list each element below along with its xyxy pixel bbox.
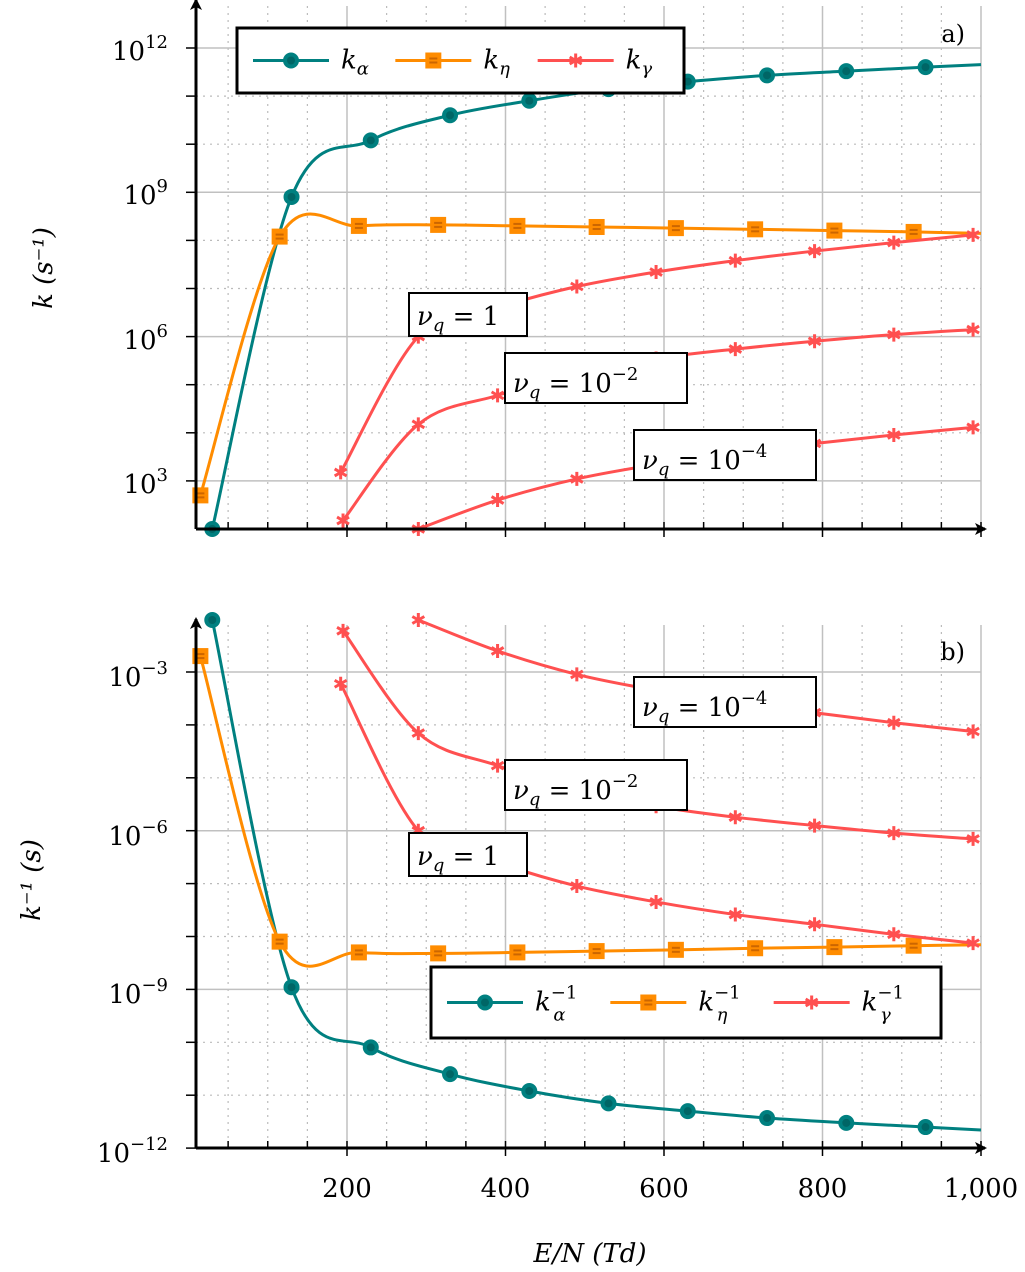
x-tick-label: 400 <box>481 1174 531 1204</box>
data-marker <box>759 67 776 84</box>
data-marker <box>521 1083 538 1100</box>
panel-a-ylabel: k (s⁻¹) <box>29 227 59 309</box>
annotation-nu-q-1e-2-box <box>504 759 688 811</box>
data-marker <box>667 220 684 237</box>
annotation-nu-q-1e-4-box <box>633 676 817 728</box>
annotation-nu-q-1: νq = 1 <box>417 842 499 876</box>
x-tick-label: 800 <box>798 1174 848 1204</box>
data-marker <box>747 940 764 957</box>
data-marker <box>350 217 367 234</box>
data-marker <box>509 217 526 234</box>
y-tick-label: 10−6 <box>108 817 168 852</box>
data-marker <box>838 63 855 80</box>
data-marker <box>667 941 684 958</box>
data-marker <box>747 221 764 238</box>
legend-label-k_gamma: k−1 γ <box>862 983 904 1026</box>
data-marker <box>442 1066 459 1083</box>
data-marker <box>838 1114 855 1131</box>
x-axis-label: E/N (Td) <box>532 1239 646 1269</box>
data-marker <box>521 92 538 109</box>
data-marker <box>283 188 300 205</box>
data-marker <box>600 1095 617 1112</box>
y-tick-label: 106 <box>123 321 168 356</box>
y-tick-label: 1012 <box>112 32 168 67</box>
panel-b-ylabel: k⁻¹ (s) <box>17 839 47 921</box>
legend-marker-k_alpha <box>477 994 493 1011</box>
x-tick-label: 600 <box>639 1174 689 1204</box>
data-marker <box>588 943 605 960</box>
legend-marker-k_eta <box>425 52 442 69</box>
annotation-nu-q-1e-2: νq = 10−2 <box>513 771 638 810</box>
y-tick-label: 10−9 <box>108 975 168 1010</box>
data-marker <box>905 937 922 954</box>
annotation-nu-q-1: νq = 1 <box>417 302 499 336</box>
data-marker <box>917 1119 934 1136</box>
data-marker <box>442 107 459 124</box>
data-marker <box>271 933 288 950</box>
legend-label-k_alpha: k−1 α <box>535 983 577 1026</box>
data-marker <box>362 1039 379 1056</box>
data-marker <box>509 944 526 961</box>
legend-label-k_alpha: kα <box>341 46 369 80</box>
panel-a-plot: 103 106 109 1012 νq = 1 νq = 10−2νq = 10−4 kα k… <box>112 0 987 538</box>
legend-marker-k_alpha <box>283 52 299 69</box>
data-marker <box>826 939 843 956</box>
annotation-nu-q-1e-4-box <box>633 429 817 481</box>
annotation-nu-q-1e-4: νq = 10−4 <box>642 441 767 480</box>
data-marker <box>905 223 922 240</box>
legend-label-k_eta: k−1 η <box>698 983 740 1026</box>
y-tick-label: 103 <box>123 465 168 500</box>
data-marker <box>430 216 447 233</box>
annotation-nu-q-1e-4: νq = 10−4 <box>642 688 767 727</box>
legend-label-k_eta: kη <box>483 46 510 80</box>
y-tick-label: 109 <box>123 176 168 211</box>
y-tick-label: 10−12 <box>97 1134 168 1169</box>
series-line-k-alpha <box>210 63 982 530</box>
data-marker <box>759 1110 776 1127</box>
panel-a-tag: a) <box>941 20 965 48</box>
panel-b-plot: 10−12 10−9 10−6 10−3 200 400 600 800 1,000 νq = 1… <box>97 611 1018 1204</box>
data-marker <box>204 612 221 628</box>
series-line-k-alpha-1 <box>210 619 982 1132</box>
annotation-nu-q-1e-2-box <box>504 352 688 404</box>
data-marker <box>350 944 367 961</box>
legend-label-k_gamma: kγ <box>626 46 653 80</box>
data-marker <box>271 228 288 245</box>
annotation-nu-q-1-box <box>408 832 528 877</box>
data-marker <box>826 222 843 239</box>
y-tick-label: 10−3 <box>108 658 168 693</box>
data-marker <box>917 59 934 76</box>
x-tick-label: 1,000 <box>944 1174 1018 1204</box>
data-marker <box>588 218 605 235</box>
data-marker <box>679 1103 696 1120</box>
panel-b-tag: b) <box>940 638 965 666</box>
x-tick-label: 200 <box>322 1174 372 1204</box>
data-marker <box>410 611 426 629</box>
legend-marker-k_eta <box>640 994 657 1011</box>
data-marker <box>283 979 300 996</box>
annotation-nu-q-1e-2: νq = 10−2 <box>513 364 638 403</box>
data-marker <box>430 945 447 962</box>
data-marker <box>333 675 349 693</box>
data-marker <box>362 132 379 149</box>
annotation-nu-q-1-box <box>408 292 528 337</box>
series-line-k-eta-1 <box>198 655 982 968</box>
